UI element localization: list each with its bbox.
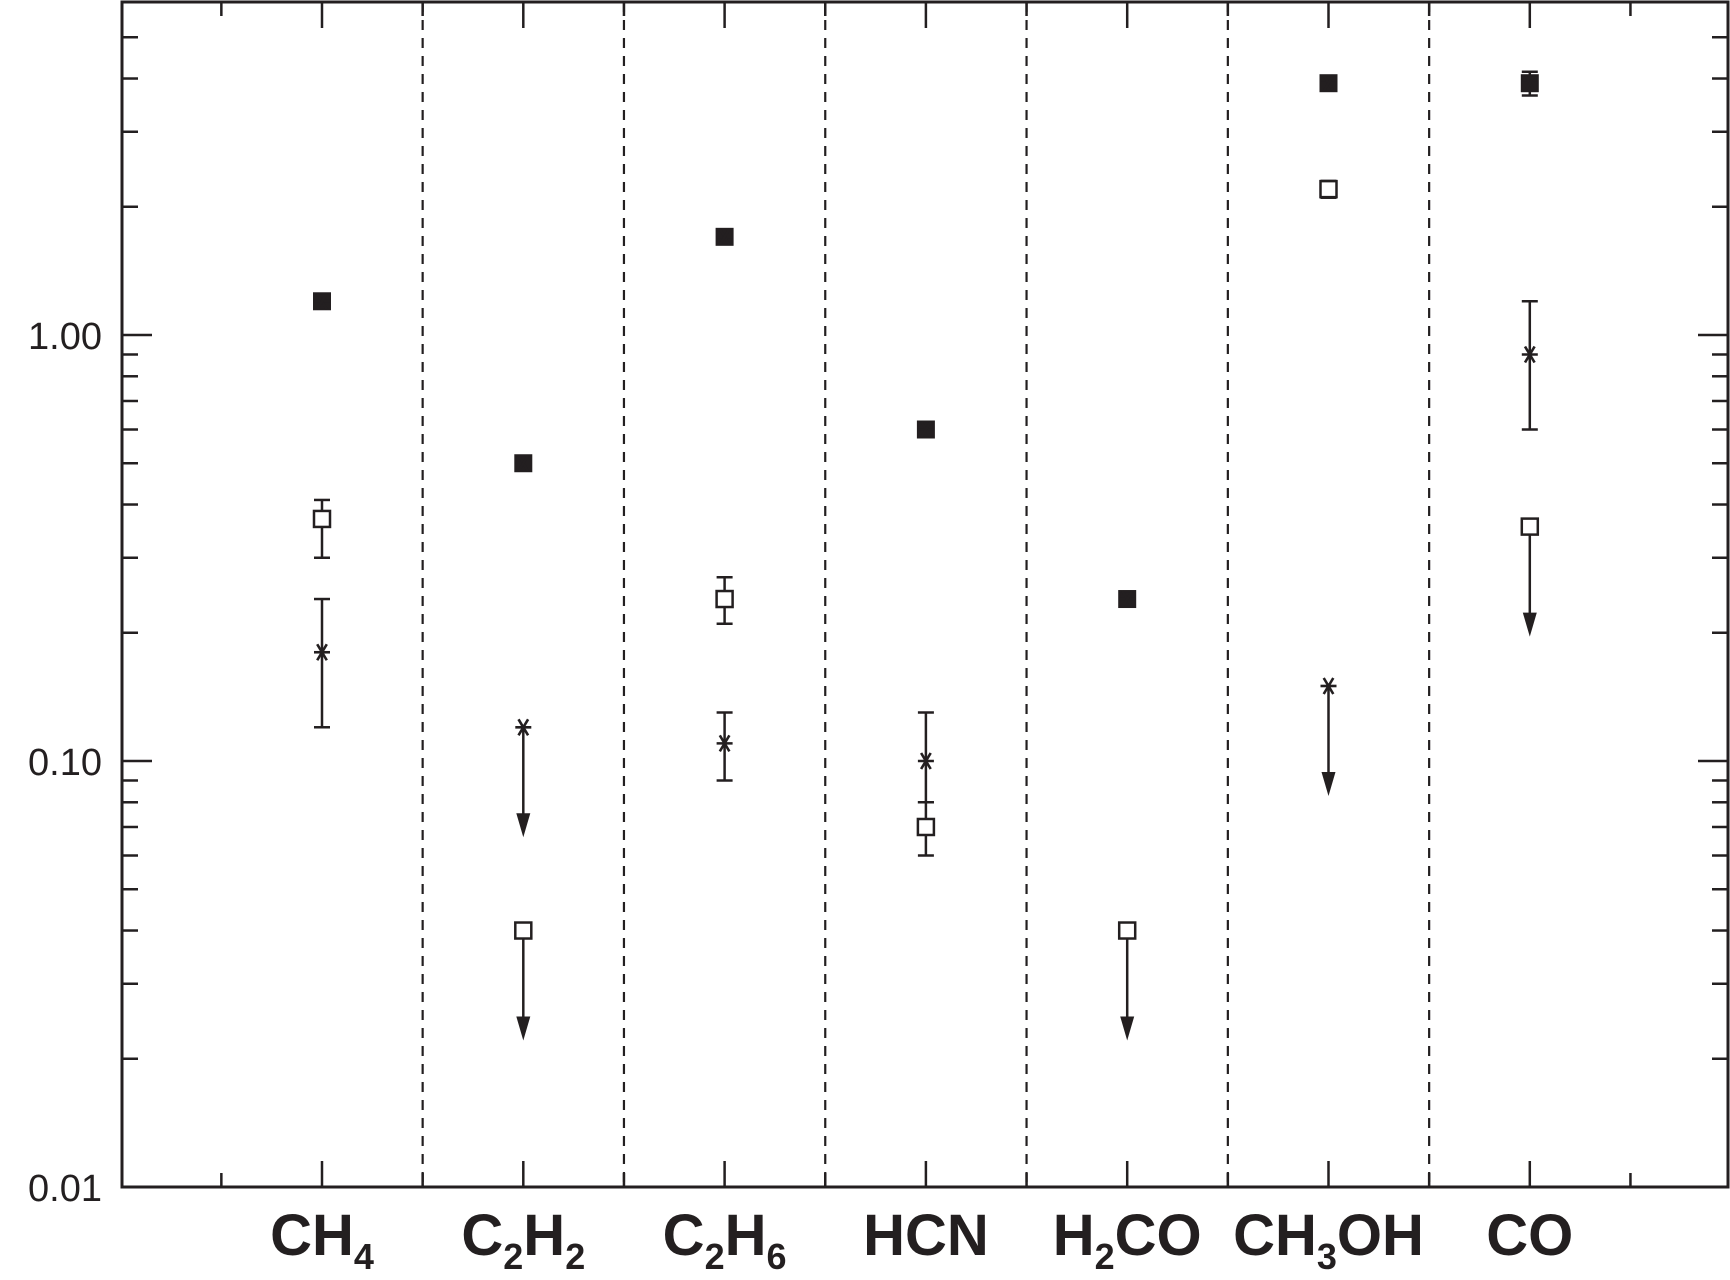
open-square-marker (715, 589, 734, 609)
asterisk-stroke (1523, 74, 1536, 92)
open-square-marker (312, 509, 332, 529)
asterisk-point (1521, 300, 1538, 431)
open-square-marker (1319, 179, 1338, 199)
y-tick-label: 0.10 (28, 742, 102, 784)
upper-limit-arrow-head (1321, 771, 1336, 796)
asterisk-point (314, 597, 330, 729)
open-square-marker (916, 817, 936, 837)
upper-limit-arrow-head (1120, 1016, 1135, 1041)
category-label: C2H6 (663, 1203, 787, 1277)
filled-square-point (1319, 74, 1338, 93)
asterisk-stroke (316, 292, 328, 310)
filled-square-point (514, 454, 533, 473)
asterisk-stroke (1121, 590, 1134, 608)
upper-limit-arrow-head (516, 813, 531, 838)
asterisk-stroke (919, 420, 932, 439)
asterisk-stroke (718, 734, 731, 753)
filled-square-point (916, 420, 935, 439)
upper-limit-arrow-head (516, 1016, 531, 1041)
category-label: C2H2 (461, 1203, 585, 1277)
asterisk-stroke (1322, 677, 1335, 695)
asterisk-stroke (919, 752, 932, 770)
plot-border (120, 0, 1730, 1189)
plot-frame (120, 0, 1730, 1189)
open-square-marker (514, 921, 533, 940)
asterisk-point (1320, 677, 1337, 796)
filled-square-point (1520, 70, 1539, 97)
asterisk-point (917, 711, 934, 804)
asterisk-stroke (1322, 74, 1335, 92)
y-tick-label: 0.01 (28, 1168, 102, 1210)
open-square-point (312, 498, 332, 559)
x-axis-category-labels: CH4 C2H2 C2H6 HCN H2CO CH3OH CO (270, 1203, 1573, 1277)
asterisk-point (716, 711, 733, 782)
open-square-marker (1520, 517, 1540, 536)
y-tick-label: 1.00 (28, 316, 102, 358)
data-markers (312, 70, 1540, 1041)
asterisk-stroke (1523, 345, 1536, 364)
category-label: HCN (863, 1203, 989, 1268)
category-label: CH3OH (1233, 1203, 1424, 1277)
open-square-point (514, 921, 533, 1041)
axis-ticks (122, 2, 1728, 1189)
category-label: CO (1486, 1203, 1573, 1268)
asterisk-point (515, 718, 532, 838)
filled-square-point (1118, 590, 1137, 609)
open-square-point (1520, 517, 1540, 637)
filled-square-point (313, 292, 331, 311)
category-label: CH4 (270, 1203, 374, 1277)
open-square-marker (1117, 921, 1137, 940)
asterisk-stroke (718, 228, 731, 246)
asterisk-stroke (517, 454, 530, 472)
asterisk-stroke (517, 718, 530, 736)
open-square-point (715, 575, 734, 625)
open-square-point (1319, 179, 1338, 199)
category-label: H2CO (1053, 1203, 1202, 1277)
upper-limit-arrow-head (1522, 612, 1537, 637)
open-square-point (916, 801, 936, 857)
filled-square-point (715, 227, 734, 246)
asterisk-stroke (316, 643, 328, 661)
category-separators (421, 2, 1431, 1187)
y-axis-tick-labels: 0.01 0.10 1.00 (28, 316, 102, 1210)
open-square-point (1117, 921, 1137, 1041)
